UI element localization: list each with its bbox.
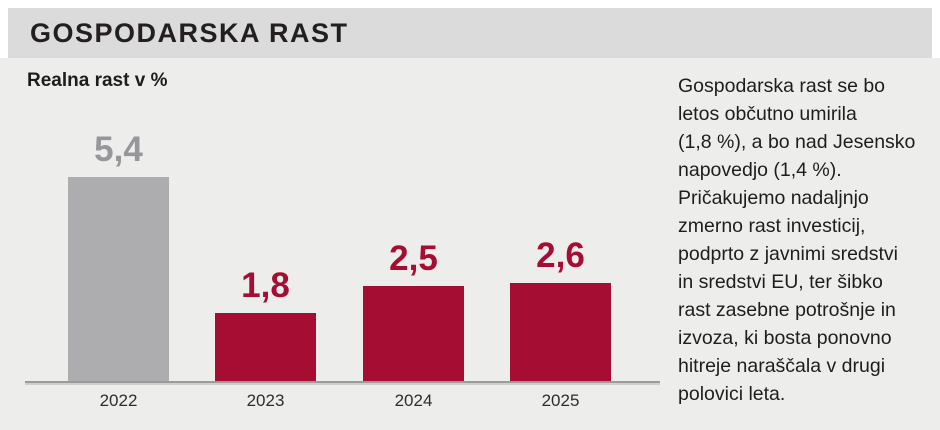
paragraph-line: napovedjo (1,4 %). bbox=[678, 159, 842, 181]
chart-subtitle: Realna rast v % bbox=[27, 70, 168, 91]
paragraph-line: izvoza, ki bosta ponovno bbox=[678, 327, 892, 349]
bar-value-label-2023: 1,8 bbox=[241, 266, 290, 305]
bar-2023 bbox=[215, 313, 316, 381]
bar-group-2022: 5,4 2022 bbox=[68, 130, 169, 410]
x-tick-label-2022: 2022 bbox=[99, 391, 138, 410]
paragraph-line: letos občutno umirila bbox=[678, 103, 857, 125]
bar-group-2023: 1,8 2023 bbox=[215, 266, 316, 410]
content-area: Realna rast v % 5,4 2022 1,8 2023 2,5 20… bbox=[0, 58, 940, 430]
paragraph-line: podprto z javnimi sredstvi bbox=[678, 243, 899, 265]
bar-value-label-2025: 2,6 bbox=[536, 236, 585, 275]
paragraph-line: Pričakujemo nadaljnjo bbox=[678, 187, 869, 209]
paragraph-line: Gospodarska rast se bo bbox=[678, 75, 886, 97]
bar-2022 bbox=[68, 177, 169, 381]
paragraph-line: hitreje naraščala v drugi bbox=[678, 355, 886, 377]
bar-chart: 5,4 2022 1,8 2023 2,5 2024 2,6 2025 bbox=[25, 58, 660, 410]
paragraph-line: zmerno rast investicij, bbox=[678, 215, 866, 237]
x-tick-label-2025: 2025 bbox=[541, 391, 580, 410]
paragraph-line: in sredstvi EU, ter šibko bbox=[678, 271, 883, 293]
paragraph-line: rast zasebne potrošnje in bbox=[678, 299, 896, 321]
x-tick-label-2024: 2024 bbox=[394, 391, 433, 410]
header-band: GOSPODARSKA RAST bbox=[8, 8, 932, 58]
bar-group-2024: 2,5 2024 bbox=[363, 239, 464, 410]
x-axis-line bbox=[25, 381, 660, 383]
page-title: GOSPODARSKA RAST bbox=[30, 17, 349, 48]
x-tick-label-2023: 2023 bbox=[246, 391, 285, 410]
bar-2025 bbox=[510, 283, 611, 381]
bar-value-label-2022: 5,4 bbox=[94, 130, 143, 169]
bar-2024 bbox=[363, 286, 464, 381]
paragraph-line: (1,8 %), a bo nad Jesensko bbox=[678, 131, 916, 153]
bar-value-label-2024: 2,5 bbox=[389, 239, 438, 278]
bar-group-2025: 2,6 2025 bbox=[510, 236, 611, 410]
paragraph-line: polovici leta. bbox=[678, 383, 786, 405]
description-text: Gospodarska rast se bo letos občutno umir… bbox=[678, 72, 934, 408]
